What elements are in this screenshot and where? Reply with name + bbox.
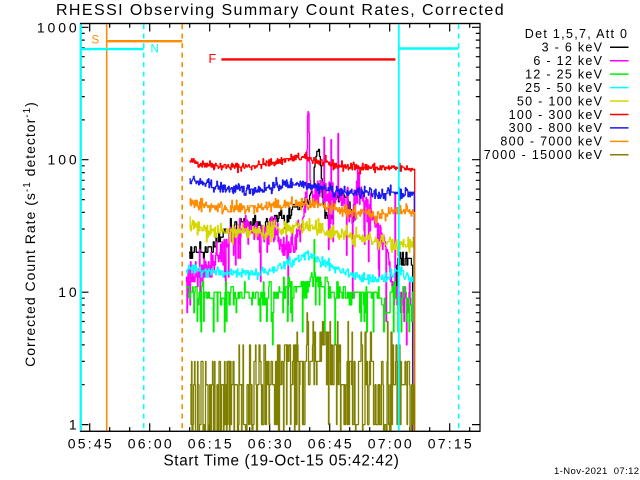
svg-text:Corrected Count Rate (s-1 dete: Corrected Count Rate (s-1 detector-1) — [22, 101, 38, 367]
svg-text:S: S — [92, 35, 100, 47]
svg-text:800 - 7000 keV: 800 - 7000 keV — [500, 135, 603, 149]
svg-text:RHESSI Observing Summary Count: RHESSI Observing Summary Count Rates, Co… — [56, 2, 505, 19]
svg-text:100 - 300 keV: 100 - 300 keV — [509, 108, 604, 122]
svg-text:06:15: 06:15 — [188, 436, 234, 452]
svg-text:1: 1 — [69, 417, 80, 433]
svg-text:6 - 12 keV: 6 - 12 keV — [533, 54, 603, 68]
svg-text:1-Nov-2021 07:12: 1-Nov-2021 07:12 — [554, 466, 640, 477]
svg-text:50 - 100 keV: 50 - 100 keV — [517, 94, 603, 108]
svg-text:N: N — [151, 43, 159, 55]
svg-text:06:45: 06:45 — [308, 436, 354, 452]
svg-text:Start Time (19-Oct-15 05:42:42: Start Time (19-Oct-15 05:42:42) — [163, 453, 399, 470]
svg-text:06:30: 06:30 — [248, 436, 294, 452]
svg-text:05:45: 05:45 — [68, 436, 114, 452]
svg-text:25 - 50 keV: 25 - 50 keV — [525, 81, 603, 95]
svg-text:F: F — [209, 52, 217, 66]
svg-text:07:00: 07:00 — [368, 436, 414, 452]
svg-text:300 - 800 keV: 300 - 800 keV — [509, 121, 604, 135]
svg-text:7000 - 15000 keV: 7000 - 15000 keV — [484, 148, 604, 162]
svg-text:10: 10 — [58, 284, 79, 300]
svg-text:3 - 6 keV: 3 - 6 keV — [542, 41, 604, 55]
svg-text:06:00: 06:00 — [128, 436, 174, 452]
svg-text:1000: 1000 — [37, 19, 80, 35]
svg-text:07:15: 07:15 — [428, 436, 474, 452]
svg-text:100: 100 — [48, 152, 80, 168]
svg-text:12 - 25 keV: 12 - 25 keV — [525, 67, 603, 81]
svg-text:Det 1,5,7, Att 0: Det 1,5,7, Att 0 — [525, 27, 629, 41]
